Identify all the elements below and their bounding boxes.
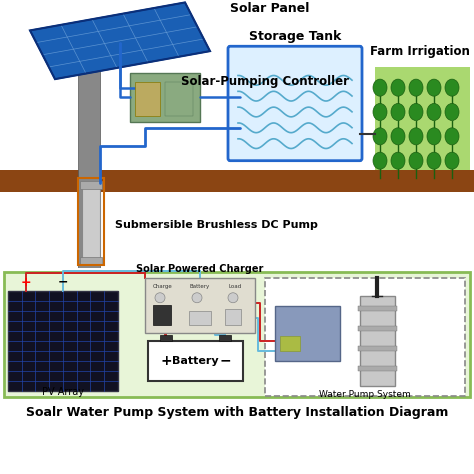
Text: Soalr Water Pump System with Battery Installation Diagram: Soalr Water Pump System with Battery Ins…: [26, 406, 448, 419]
Circle shape: [445, 128, 459, 145]
Text: Submersible Brushless DC Pump: Submersible Brushless DC Pump: [115, 220, 318, 230]
Circle shape: [427, 152, 441, 169]
Text: +: +: [21, 276, 31, 289]
Text: Farm Irrigation: Farm Irrigation: [370, 46, 470, 58]
Circle shape: [409, 103, 423, 120]
Bar: [130, 73, 200, 122]
Text: +: +: [160, 354, 172, 368]
Text: PV Array: PV Array: [42, 386, 84, 397]
Bar: [265, 278, 465, 395]
Bar: [189, 311, 211, 325]
Circle shape: [427, 79, 441, 96]
Bar: [360, 296, 395, 385]
Bar: [153, 305, 171, 325]
Bar: [80, 182, 102, 189]
Circle shape: [445, 103, 459, 120]
Bar: [358, 306, 397, 311]
Bar: [78, 178, 104, 265]
Circle shape: [427, 128, 441, 145]
Text: Load: Load: [228, 284, 242, 289]
Bar: [80, 257, 102, 264]
Circle shape: [409, 128, 423, 145]
Circle shape: [373, 103, 387, 120]
Bar: [280, 336, 300, 351]
Bar: [0, 171, 474, 192]
Text: Storage Tank: Storage Tank: [249, 29, 341, 43]
Circle shape: [373, 128, 387, 145]
Bar: [0, 0, 474, 171]
Bar: [160, 335, 172, 341]
Circle shape: [192, 293, 202, 303]
Bar: [145, 278, 255, 333]
Bar: [219, 335, 231, 341]
Bar: [358, 326, 397, 331]
Bar: [82, 186, 100, 262]
Text: Solar Panel: Solar Panel: [230, 2, 310, 15]
Bar: [78, 55, 100, 268]
Text: At night, the battery's power can support the pump to normal operation.: At night, the battery's power can suppor…: [10, 455, 340, 464]
Circle shape: [228, 293, 238, 303]
Circle shape: [155, 293, 165, 303]
Bar: [135, 82, 160, 116]
Text: −: −: [58, 276, 68, 289]
Bar: [225, 309, 241, 325]
Text: In the daytime, the water pump system can charge the battery while the water pum: In the daytime, the water pump system ca…: [10, 436, 452, 445]
Polygon shape: [30, 2, 210, 79]
Circle shape: [373, 79, 387, 96]
Bar: [8, 291, 118, 391]
Bar: [148, 341, 243, 381]
Circle shape: [373, 152, 387, 169]
Circle shape: [391, 152, 405, 169]
Bar: [165, 82, 193, 116]
Text: Charge: Charge: [153, 284, 173, 289]
Bar: [375, 67, 470, 171]
Text: −: −: [219, 354, 231, 368]
Bar: [358, 346, 397, 351]
Text: Solar Powered Charger: Solar Powered Charger: [137, 264, 264, 274]
Text: Solar-Pumping Controller: Solar-Pumping Controller: [181, 74, 349, 88]
Bar: [0, 192, 474, 268]
Bar: [358, 365, 397, 371]
Circle shape: [445, 79, 459, 96]
FancyBboxPatch shape: [228, 46, 362, 161]
Text: Battery: Battery: [172, 356, 219, 365]
Circle shape: [391, 79, 405, 96]
Circle shape: [391, 128, 405, 145]
Circle shape: [427, 103, 441, 120]
Circle shape: [409, 79, 423, 96]
Text: Water Pump System: Water Pump System: [319, 390, 411, 399]
Circle shape: [409, 152, 423, 169]
Bar: [275, 306, 340, 361]
Circle shape: [445, 152, 459, 169]
Circle shape: [391, 103, 405, 120]
Text: Battery: Battery: [190, 284, 210, 289]
